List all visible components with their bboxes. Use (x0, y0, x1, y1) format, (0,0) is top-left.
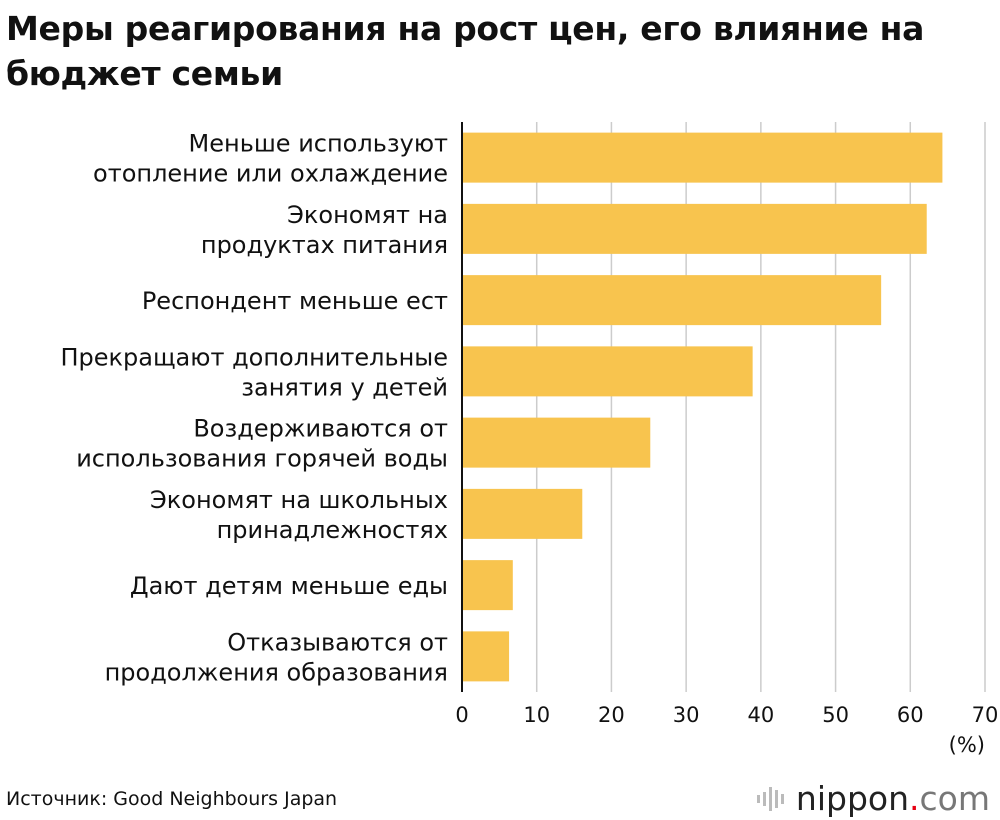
bar (462, 132, 943, 183)
category-label: принадлежностях (217, 516, 448, 544)
x-tick-label: 10 (523, 703, 550, 727)
bar (462, 203, 927, 254)
x-tick-label: 30 (673, 703, 700, 727)
category-label: занятия у детей (241, 373, 448, 401)
category-label: Экономят на школьных (150, 486, 448, 514)
sound-bars-icon (756, 786, 784, 811)
x-tick-label: 40 (747, 703, 774, 727)
category-label: отопление или охлаждение (93, 160, 448, 188)
category-label: использования горячей воды (76, 445, 448, 473)
category-label: Отказываются от (227, 628, 448, 656)
category-label: Респондент меньше ест (142, 287, 448, 315)
bars (462, 132, 943, 682)
category-label: Воздерживаются от (193, 415, 448, 443)
category-label: продуктах питания (201, 231, 448, 259)
bar (462, 631, 510, 682)
x-tick-labels: 0 10 20 30 40 50 60 70 (%) (455, 703, 998, 757)
category-label: Прекращают дополнительные (60, 343, 448, 371)
category-label: продолжения образования (105, 658, 448, 686)
x-tick-label: 70 (972, 703, 999, 727)
unit-label: (%) (949, 733, 985, 757)
brand-name: nippon (795, 779, 910, 818)
bar (462, 417, 651, 468)
category-label: Дают детям меньше еды (130, 572, 448, 600)
chart-title: Меры реагирования на рост цен, его влиян… (6, 9, 925, 93)
bar (462, 488, 583, 539)
bar (462, 560, 513, 611)
category-label: Экономят на (287, 201, 448, 229)
x-tick-label: 60 (897, 703, 924, 727)
brand-dot: . (909, 779, 920, 818)
category-label: Меньше используют (189, 130, 448, 158)
source-note: Источник: Good Neighbours Japan (6, 788, 338, 810)
x-tick-label: 20 (598, 703, 625, 727)
x-tick-label: 0 (455, 703, 468, 727)
brand-domain: com (919, 779, 990, 818)
bar (462, 275, 882, 326)
x-tick-label: 50 (822, 703, 849, 727)
brand-logo: nippon. com (756, 779, 990, 818)
bar (462, 346, 753, 397)
